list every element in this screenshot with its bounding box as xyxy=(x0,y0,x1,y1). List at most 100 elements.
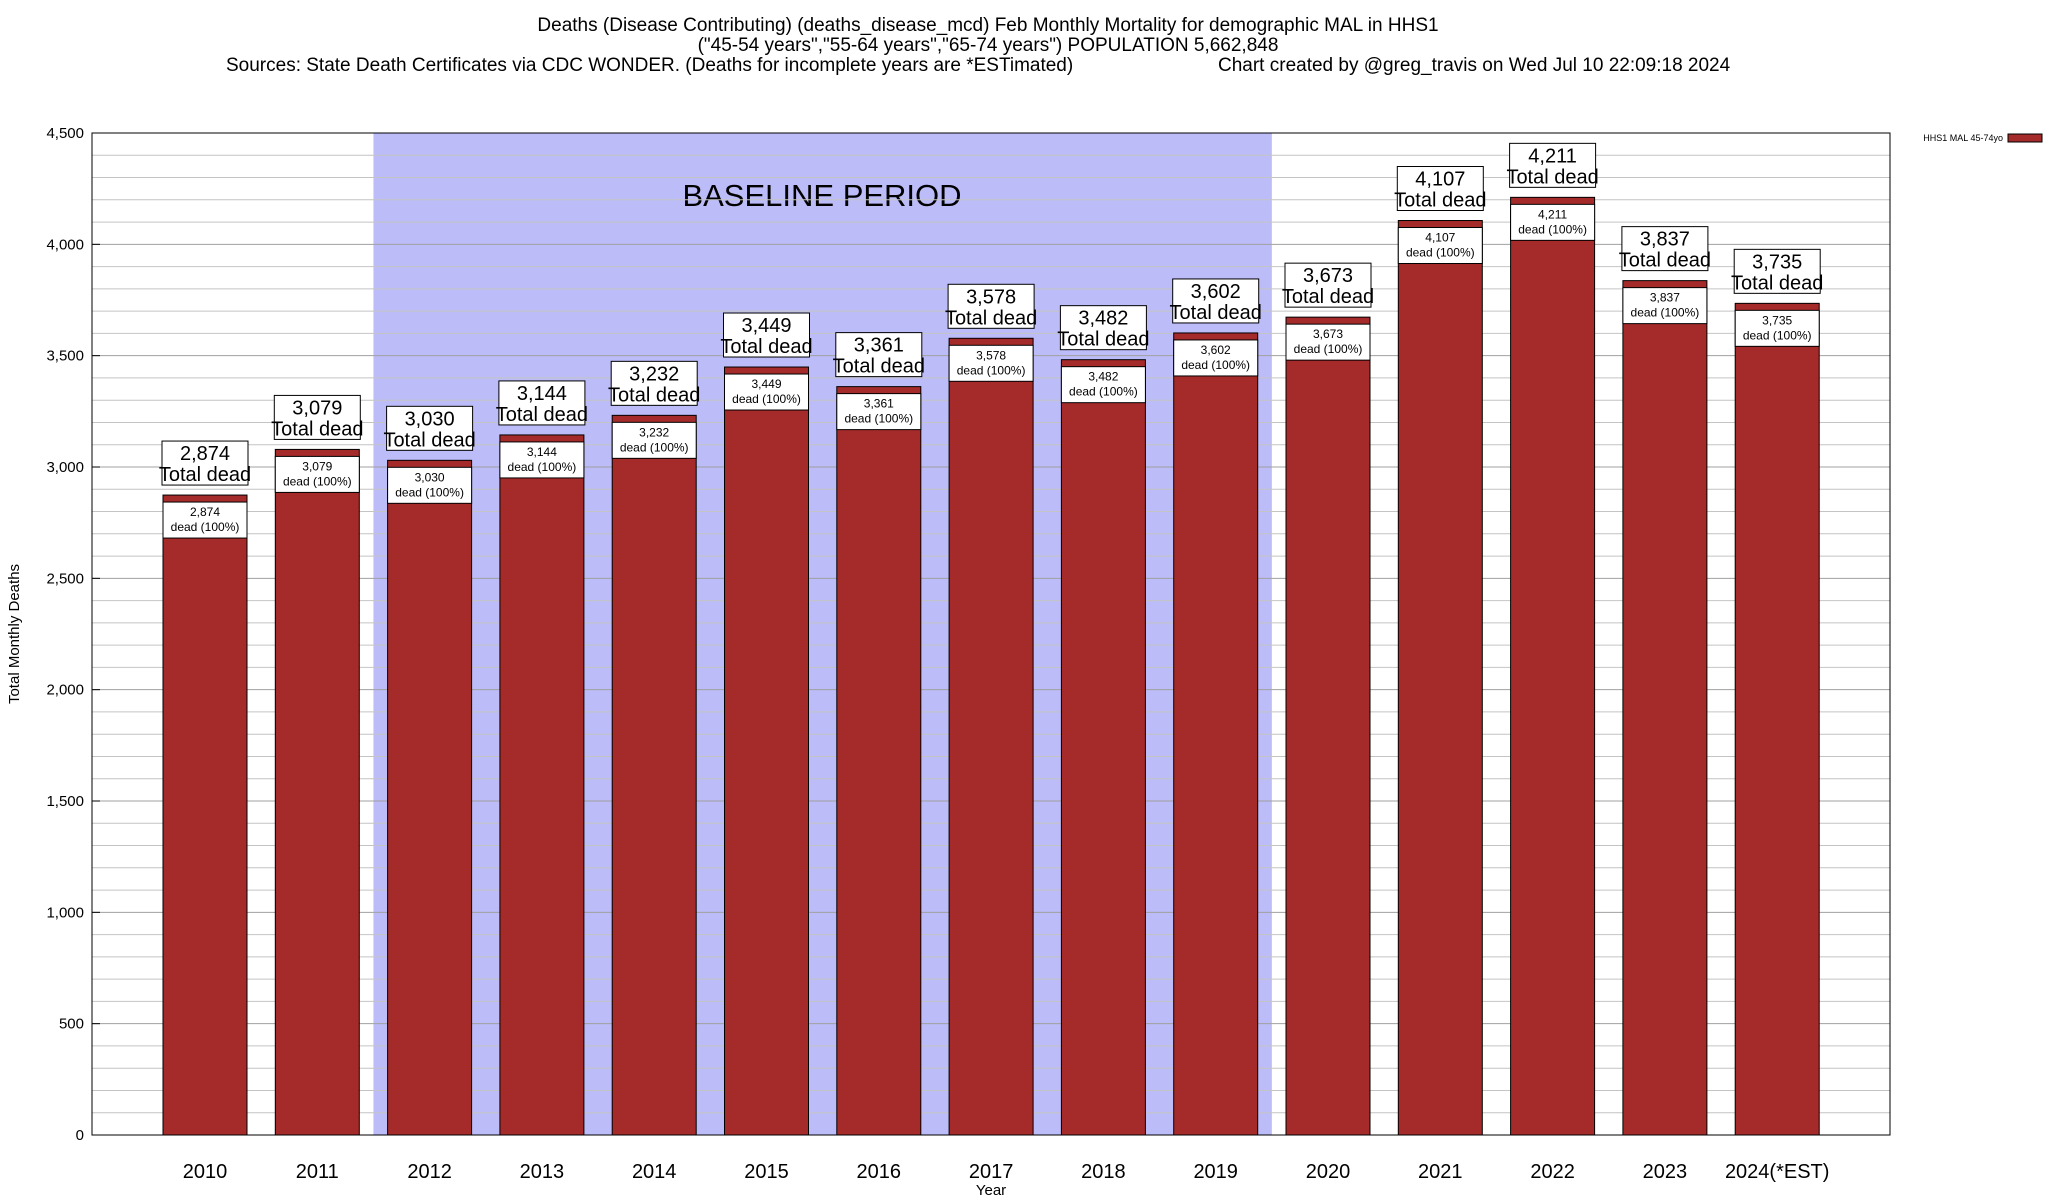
inner-value-label: 3,735 xyxy=(1762,313,1792,327)
inner-value-label: 3,144 xyxy=(527,445,557,459)
bar-2015 xyxy=(724,366,809,1136)
y-axis-label: Total Monthly Deaths xyxy=(6,564,23,704)
total-value-label: 3,079 xyxy=(292,397,342,419)
legend-swatch xyxy=(2007,133,2043,143)
x-tick-label: 2017 xyxy=(969,1161,1014,1183)
total-dead-label: Total dead xyxy=(496,404,588,426)
total-dead-label: Total dead xyxy=(833,356,925,378)
total-label-box xyxy=(1172,278,1260,324)
total-label-box xyxy=(1733,248,1821,294)
bar-2013 xyxy=(499,434,585,1136)
total-dead-label: Total dead xyxy=(271,418,363,440)
total-dead-label: Total dead xyxy=(1731,272,1823,294)
inner-percent-label: dead (100%) xyxy=(1069,385,1138,399)
x-tick-label: 2023 xyxy=(1643,1161,1688,1183)
y-tick-label: 2,500 xyxy=(46,570,84,587)
x-tick-label: 2013 xyxy=(520,1161,565,1183)
inner-label-box xyxy=(1285,323,1371,361)
total-label-box xyxy=(1284,262,1372,308)
y-tick-label: 3,000 xyxy=(46,459,84,476)
legend: HHS1 MAL 45-74yo xyxy=(1923,133,2043,143)
inner-value-label: 3,030 xyxy=(415,470,445,484)
total-dead-label: Total dead xyxy=(383,429,475,451)
x-tick-label: 2012 xyxy=(407,1161,452,1183)
total-label-box xyxy=(386,405,474,451)
total-value-label: 3,030 xyxy=(405,408,455,430)
inner-label-box xyxy=(1060,366,1146,404)
y-tick-label: 4,500 xyxy=(46,125,84,142)
inner-percent-label: dead (100%) xyxy=(1294,342,1363,356)
y-tick-label: 500 xyxy=(59,1016,84,1033)
inner-label-box xyxy=(1734,309,1820,347)
total-value-label: 3,144 xyxy=(517,383,567,405)
inner-value-label: 3,079 xyxy=(302,459,332,473)
x-tick-label: 2015 xyxy=(744,1161,789,1183)
bar-2019 xyxy=(1173,332,1259,1136)
x-tick-label: 2014 xyxy=(632,1161,677,1183)
total-value-label: 3,735 xyxy=(1752,251,1802,273)
y-tick-label: 0 xyxy=(76,1127,84,1144)
inner-percent-label: dead (100%) xyxy=(1631,306,1700,320)
total-label-box xyxy=(1059,305,1147,351)
inner-percent-label: dead (100%) xyxy=(1406,246,1475,260)
chart-subtitle: ("45-54 years","55-64 years","65-74 year… xyxy=(698,35,1279,56)
y-tick-label: 2,000 xyxy=(46,682,84,699)
inner-label-box xyxy=(724,373,809,411)
inner-label-box xyxy=(387,466,473,504)
inner-value-label: 4,211 xyxy=(1538,207,1567,221)
total-label-box xyxy=(161,440,249,486)
total-value-label: 3,449 xyxy=(741,315,791,337)
x-tick-label: 2018 xyxy=(1081,1161,1126,1183)
inner-percent-label: dead (100%) xyxy=(1743,328,1812,342)
y-tick-label: 1,000 xyxy=(46,904,84,921)
x-axis-label: Year xyxy=(976,1182,1006,1199)
inner-label-box xyxy=(274,455,360,493)
inner-label-box xyxy=(499,441,585,479)
total-dead-label: Total dead xyxy=(1506,166,1598,188)
inner-label-box xyxy=(948,344,1034,382)
total-dead-label: Total dead xyxy=(720,336,812,358)
inner-value-label: 3,602 xyxy=(1201,343,1231,357)
inner-label-box xyxy=(1173,339,1259,377)
bar-2023 xyxy=(1622,280,1708,1136)
bar-2012 xyxy=(387,459,473,1136)
inner-value-label: 4,107 xyxy=(1425,231,1455,245)
total-value-label: 4,107 xyxy=(1415,169,1465,191)
inner-percent-label: dead (100%) xyxy=(957,363,1026,377)
inner-percent-label: dead (100%) xyxy=(732,392,801,406)
x-tick-label: 2022 xyxy=(1530,1161,1575,1183)
bar-2010 xyxy=(162,494,248,1136)
bar-2022 xyxy=(1510,196,1596,1136)
total-label-box xyxy=(273,394,361,440)
chart-credit: Chart created by @greg_travis on Wed Jul… xyxy=(1218,55,1731,76)
inner-percent-label: dead (100%) xyxy=(844,412,913,426)
inner-percent-label: dead (100%) xyxy=(508,460,577,474)
y-tick-label: 3,500 xyxy=(46,348,84,365)
bar-2014 xyxy=(611,414,697,1136)
total-value-label: 3,837 xyxy=(1640,229,1690,251)
total-label-box xyxy=(610,360,698,406)
x-tick-label: 2010 xyxy=(183,1161,228,1183)
total-dead-label: Total dead xyxy=(1057,329,1149,351)
total-label-box xyxy=(1509,142,1597,188)
total-label-box xyxy=(1621,226,1709,272)
inner-value-label: 3,232 xyxy=(639,425,669,439)
inner-value-label: 3,482 xyxy=(1088,370,1118,384)
y-tick-label: 4,000 xyxy=(46,236,84,253)
total-dead-label: Total dead xyxy=(1170,302,1262,324)
inner-value-label: 3,449 xyxy=(751,377,781,391)
bar-2020 xyxy=(1285,316,1371,1136)
bar-2017 xyxy=(948,337,1034,1136)
total-label-box xyxy=(835,332,923,378)
total-value-label: 3,482 xyxy=(1078,308,1128,330)
total-label-box xyxy=(498,380,586,426)
inner-value-label: 3,361 xyxy=(864,397,894,411)
inner-value-label: 3,837 xyxy=(1650,291,1680,305)
total-value-label: 3,578 xyxy=(966,286,1016,308)
total-dead-label: Total dead xyxy=(1619,250,1711,272)
inner-percent-label: dead (100%) xyxy=(171,520,240,534)
chart-title: Deaths (Disease Contributing) (deaths_di… xyxy=(537,15,1438,36)
bar-2011 xyxy=(274,448,360,1136)
inner-percent-label: dead (100%) xyxy=(395,485,464,499)
bar-2021 xyxy=(1397,220,1483,1136)
